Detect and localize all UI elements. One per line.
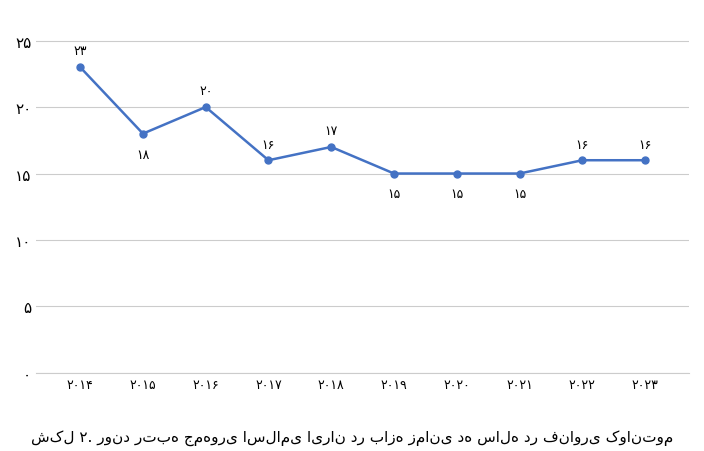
Text: ۱۶: ۱۶ bbox=[639, 138, 652, 151]
Text: ۲۰: ۲۰ bbox=[199, 85, 213, 98]
Text: ۱۵: ۱۵ bbox=[450, 188, 463, 201]
Text: شکل ۲. روند رتبه جمهوری اسلامی ایران در بازه زمانی ده ساله در فناوری کوانتوم: شکل ۲. روند رتبه جمهوری اسلامی ایران در … bbox=[31, 429, 673, 446]
Text: ۱۵: ۱۵ bbox=[513, 188, 526, 201]
Text: ۱۷: ۱۷ bbox=[325, 125, 338, 138]
Text: ۱۶: ۱۶ bbox=[262, 138, 275, 151]
Text: ۱۶: ۱۶ bbox=[576, 138, 589, 151]
Text: ۱۸: ۱۸ bbox=[137, 148, 150, 161]
Text: ۲۳: ۲۳ bbox=[73, 46, 87, 58]
Text: ۱۵: ۱۵ bbox=[387, 188, 401, 201]
